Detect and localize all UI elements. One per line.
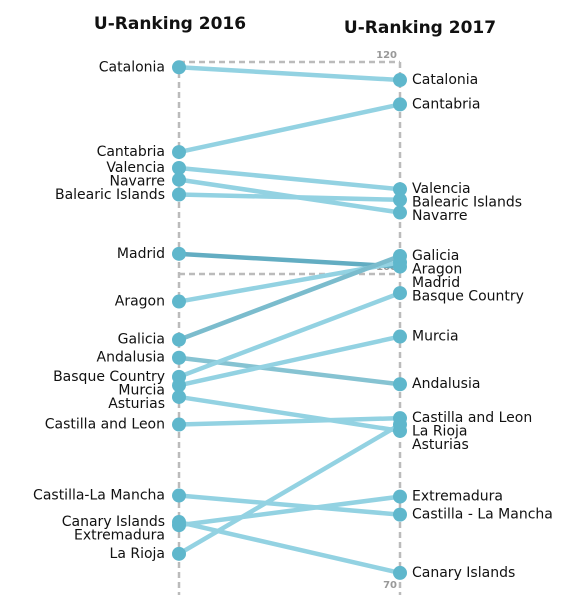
dot [172,378,186,393]
slope-line [178,494,401,528]
slope-line [178,102,401,155]
dot [172,332,186,347]
region-label: Valencia [412,181,471,197]
region-label: Balearic Islands [55,187,165,203]
slope-line [178,165,401,192]
slope-line [178,253,401,342]
region-label: Madrid [412,275,460,291]
region-label: Murcia [412,329,459,345]
region-label: Extremadura [412,489,503,505]
dot [172,246,186,261]
region-label: Catalonia [412,72,478,88]
region-label: Valencia [106,160,165,176]
dot [393,489,407,504]
y-tick-label: 70 [383,580,397,591]
dot [172,488,186,503]
region-label: Basque Country [412,288,524,304]
region-label: Galicia [118,332,165,348]
region-label: Basque Country [53,369,165,385]
region-label: Canary Islands [62,514,165,530]
dot [172,145,186,160]
dot [393,182,407,197]
region-label: Castilla - La Mancha [412,507,553,523]
region-label: Balearic Islands [412,195,522,211]
slope-line [178,493,401,517]
slope-line [178,192,401,203]
dot [172,350,186,365]
region-label: Castilla and Leon [45,417,165,433]
dot [172,172,186,187]
region-label: Murcia [118,382,165,398]
dot [393,507,407,522]
region-label: Galicia [412,248,459,264]
slope-line [178,415,401,427]
region-label: Andalusia [97,350,165,366]
y-tick-label: 120 [376,50,397,61]
region-label: Cantabria [97,144,165,160]
column-title: U-Ranking 2017 [344,18,496,38]
dot [172,294,186,309]
slope-line [178,334,401,388]
region-label: Aragon [412,261,462,277]
slope-line [178,290,401,379]
dot [172,389,186,404]
region-label: Navarre [110,174,166,190]
slope-line [178,394,401,434]
dot [172,60,186,75]
dot [393,205,407,220]
region-label: Asturias [412,437,469,453]
region-label: Canary Islands [412,565,515,581]
dot [172,417,186,432]
dot [172,546,186,561]
region-label: Madrid [117,246,165,262]
region-label: Catalonia [99,59,165,75]
dot [172,187,186,202]
dot [393,286,407,301]
region-label: La Rioja [412,424,467,440]
slope-line [178,65,401,83]
slope-line [178,251,401,269]
region-label: Castilla and Leon [412,410,532,426]
dot [393,417,407,432]
dot [393,73,407,88]
slope-line [178,519,401,576]
dot [172,161,186,175]
dot [393,565,407,580]
dot [393,97,407,112]
dot [172,518,186,533]
region-label: Navarre [412,208,468,224]
region-label: Castilla-La Mancha [33,488,165,504]
dot [393,377,407,392]
dot [393,192,407,207]
region-label: Aragon [115,294,165,310]
slope-line [177,422,402,556]
dot [393,248,407,263]
region-label: Andalusia [412,376,480,392]
region-label: Extremadura [74,528,165,544]
column-title: U-Ranking 2016 [94,14,246,34]
region-label: Cantabria [412,96,480,112]
region-label: Asturias [108,396,165,412]
region-label: La Rioja [110,546,165,562]
dot [393,329,407,344]
